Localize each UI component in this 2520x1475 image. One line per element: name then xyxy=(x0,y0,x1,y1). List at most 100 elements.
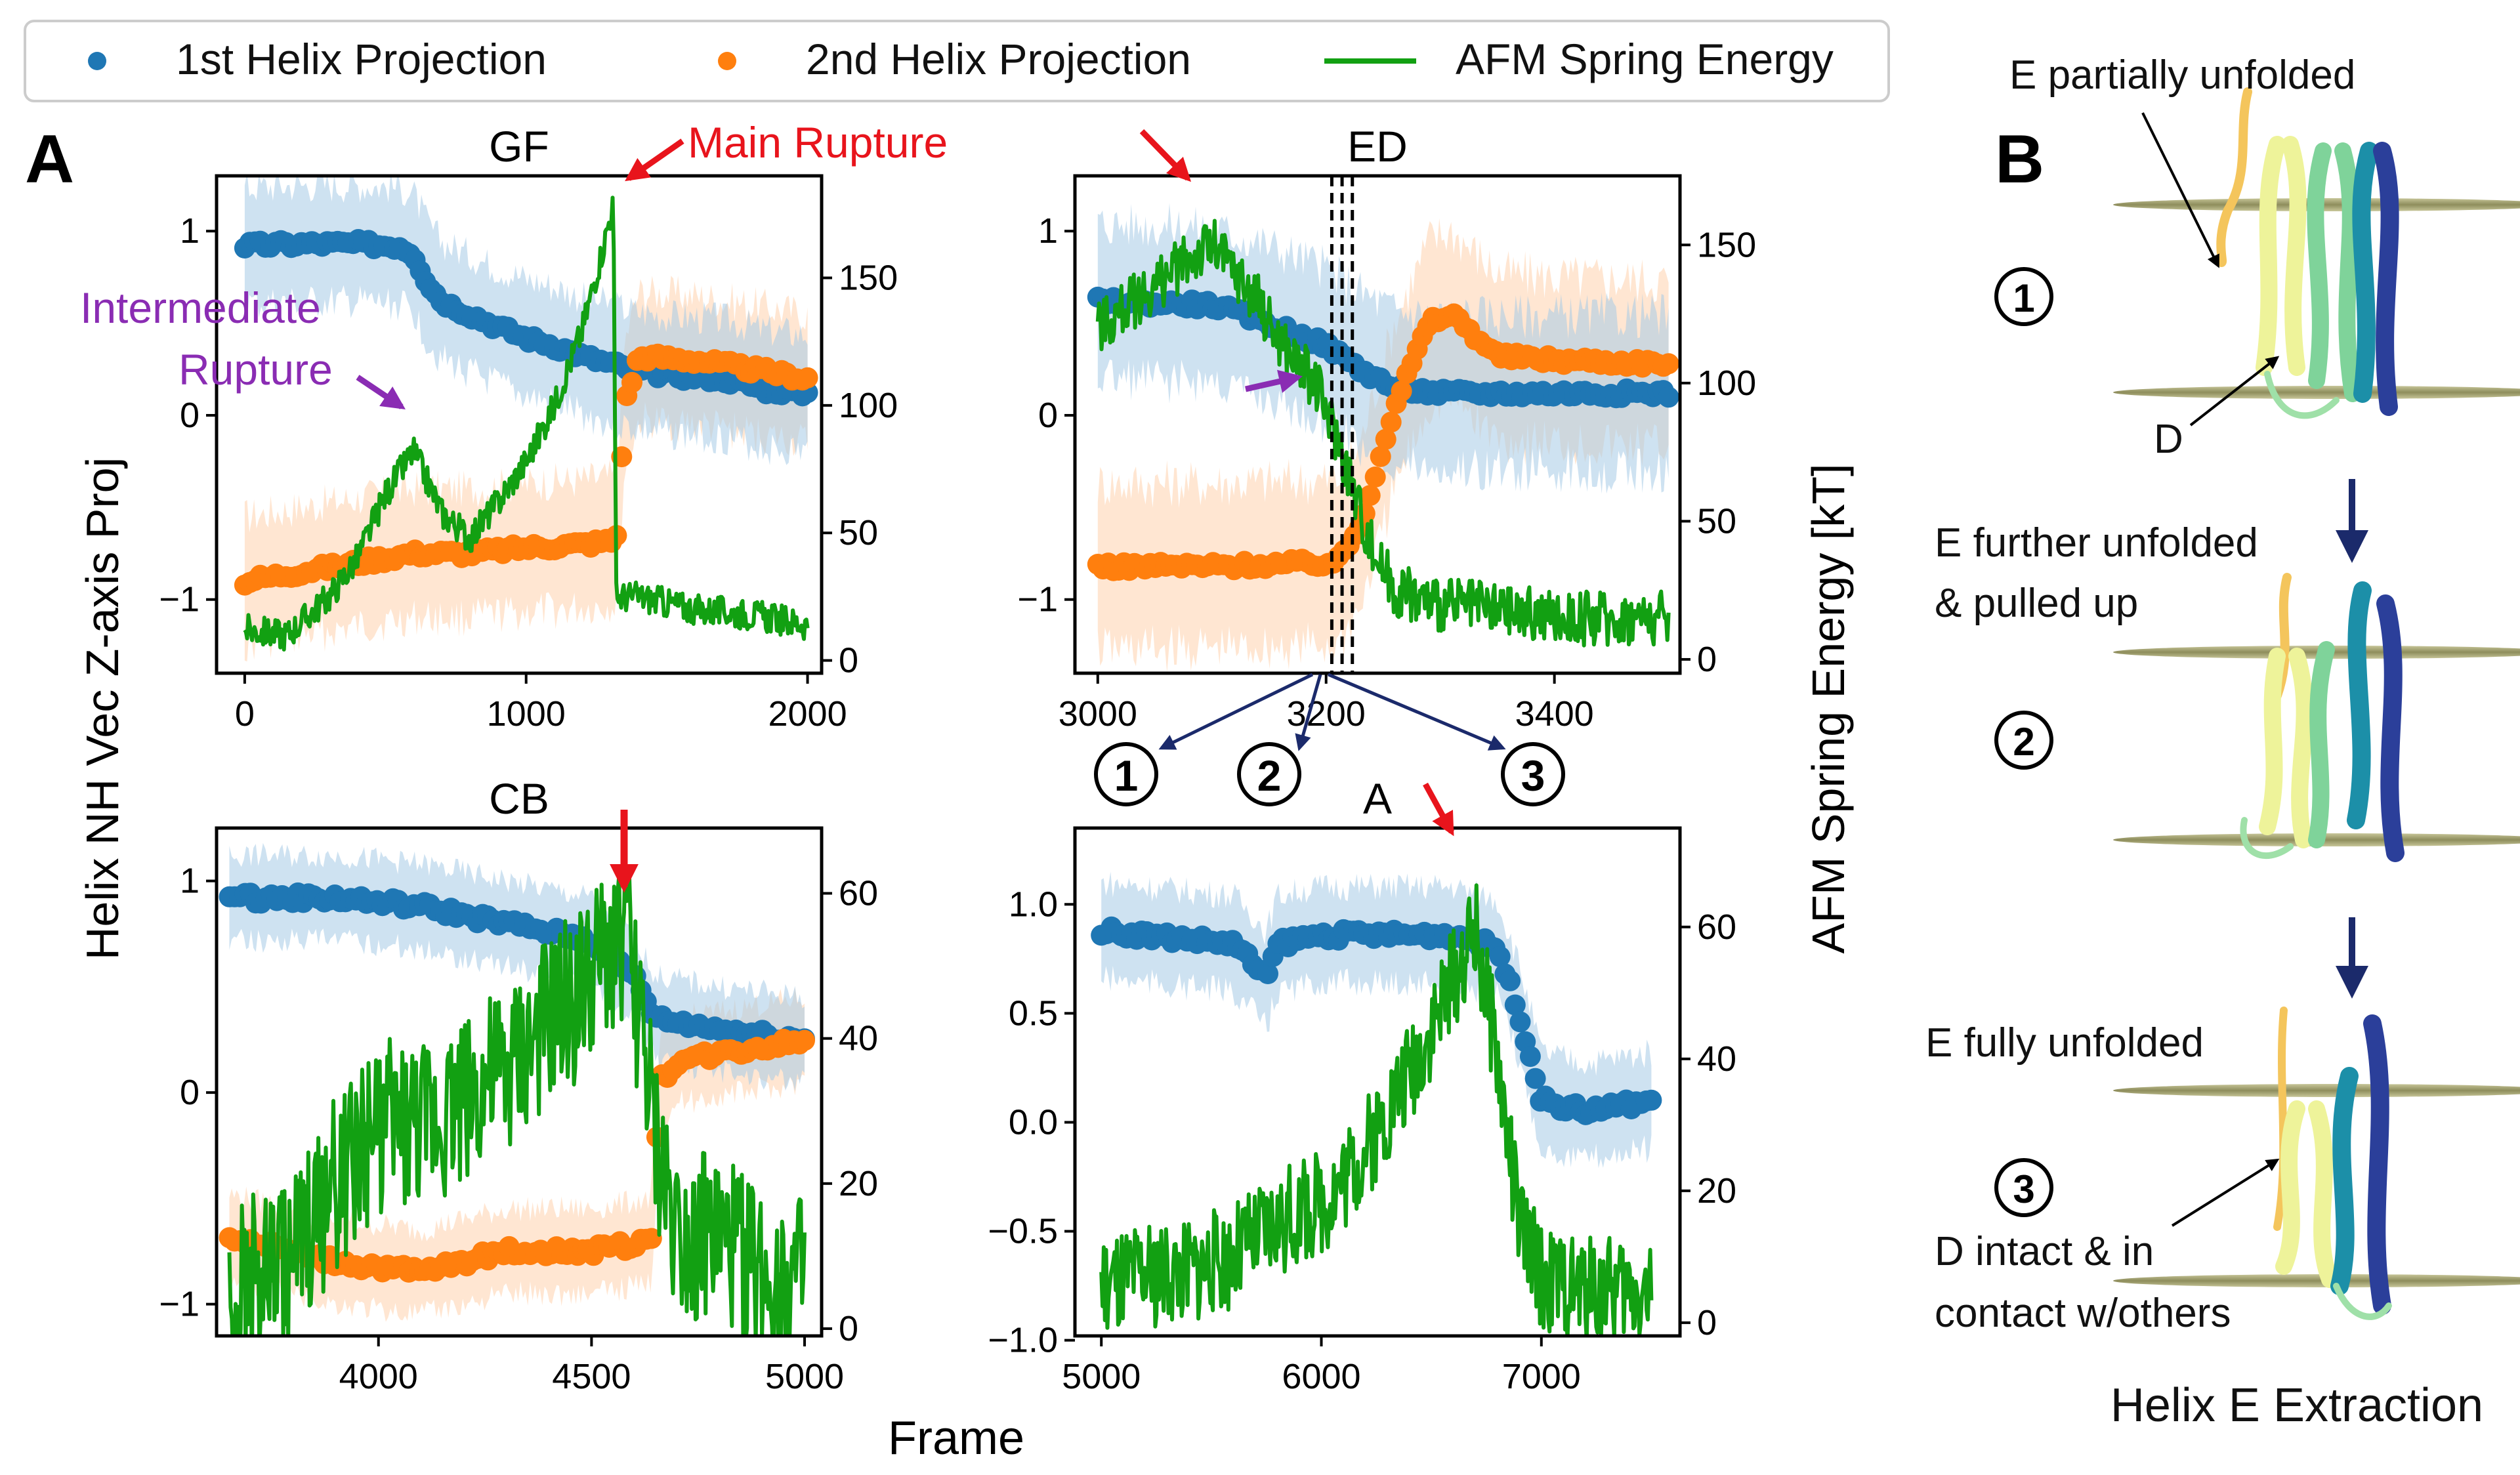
x-tick-label: 5000 xyxy=(765,1357,844,1396)
data-point xyxy=(1504,994,1526,1016)
a-rupture-arrow xyxy=(1423,782,1454,837)
y-tick-left-label: 0 xyxy=(180,1073,200,1112)
plot-area xyxy=(1091,871,1662,1336)
data-point xyxy=(1370,446,1391,467)
series-afm-spring-energy xyxy=(1095,218,1671,648)
data-point xyxy=(640,1228,662,1249)
annotations: Main Rupture Intermediate Rupture xyxy=(80,118,1454,893)
marker-2-circle xyxy=(1237,742,1301,806)
x-tick-label: 4500 xyxy=(552,1357,631,1396)
marker-2-label: 2 xyxy=(1257,751,1282,800)
y-tick-left-label: −1 xyxy=(159,580,200,619)
x-axis-label: Frame xyxy=(888,1412,1024,1465)
label-d-intact-1: D intact & in xyxy=(1935,1229,2154,1274)
legend-frame xyxy=(24,20,1890,102)
protein-structure-1 xyxy=(2216,87,2399,419)
ed-intermediate-arrow xyxy=(1245,369,1303,393)
data-point xyxy=(1391,381,1412,402)
y-tick-right-label: 60 xyxy=(1697,907,1736,947)
series-2nd-helix xyxy=(1087,303,1679,581)
x-tick-label: 1000 xyxy=(487,694,566,734)
panel-letter-b: B xyxy=(1995,121,2044,197)
y-tick-left-label: 1 xyxy=(180,862,200,901)
subplot-a: A 5000 6000 7000 −1.0 −0.5 0.0 0.5 1.0 0 20 40 60 xyxy=(988,774,1736,1396)
marker-1-arrow xyxy=(1158,673,1314,750)
data-point xyxy=(621,371,642,393)
intermediate-rupture-arrow xyxy=(356,375,406,410)
main-rupture-arrow xyxy=(625,138,684,182)
membrane-3-bottom xyxy=(2113,1274,2520,1287)
x-tick-label: 3200 xyxy=(1287,694,1366,734)
data-point xyxy=(1658,353,1679,375)
series-afm-spring-energy xyxy=(227,852,807,1336)
plot-area xyxy=(234,176,818,662)
y-tick-left-label: 1 xyxy=(1038,211,1058,251)
y-tick-right-label: 40 xyxy=(1697,1039,1736,1079)
plot-frame xyxy=(215,826,824,1338)
plot-frame xyxy=(1073,174,1682,675)
data-point xyxy=(1509,1011,1531,1033)
y-tick-right-label: 20 xyxy=(1697,1171,1736,1211)
data-point xyxy=(1364,467,1386,488)
data-point xyxy=(1359,485,1381,507)
legend-series1: 1st Helix Projection xyxy=(176,35,547,83)
y-tick-left-label: 0.0 xyxy=(1009,1102,1058,1142)
y-tick-right-label: 40 xyxy=(839,1019,878,1058)
subplot-gf: GF 0 1000 2000 −1 0 1 0 50 100 150 xyxy=(159,122,898,734)
y-tick-right-label: 0 xyxy=(839,641,858,680)
legend-marker-orange xyxy=(718,52,736,70)
marker-3-label: 3 xyxy=(1521,751,1545,800)
main-rupture-label: Main Rupture xyxy=(688,118,948,167)
marker-3-circle xyxy=(1501,742,1565,806)
legend-series3: AFM Spring Energy xyxy=(1456,35,1834,83)
y-tick-right-label: 50 xyxy=(839,513,878,552)
y-tick-right-label: 0 xyxy=(839,1309,858,1348)
y-tick-right-label: 50 xyxy=(1697,501,1736,541)
y-tick-left-label: −1 xyxy=(159,1285,200,1324)
y-tick-right-label: 150 xyxy=(1697,225,1756,264)
structure-marker-3 xyxy=(1994,1158,2053,1217)
data-point xyxy=(1375,428,1396,450)
intermediate-label-line2: Rupture xyxy=(178,345,333,394)
membrane-1-bottom xyxy=(2113,386,2520,399)
subplot-ed: ED 3000 3200 3400 −1 0 1 0 50 100 150 xyxy=(1017,122,1756,734)
y-tick-right-label: 0 xyxy=(1697,1303,1717,1342)
x-tick-label: 3400 xyxy=(1515,694,1594,734)
pointer-d-3 xyxy=(2171,1158,2280,1227)
y-tick-left-label: 1.0 xyxy=(1009,884,1058,924)
data-point xyxy=(1519,1046,1541,1068)
label-e-further-1: E further unfolded xyxy=(1935,520,2258,566)
panel-b-title: Helix E Extraction xyxy=(2110,1379,2483,1432)
label-e-fully-unfolded: E fully unfolded xyxy=(1925,1020,2204,1066)
membrane-3-top xyxy=(2113,1084,2520,1097)
structure-marker-1-label: 1 xyxy=(2013,276,2034,320)
x-tick-label: 4000 xyxy=(339,1357,418,1396)
y-tick-right-label: 0 xyxy=(1697,640,1717,679)
label-d-1: D xyxy=(2154,417,2183,462)
marker-1-circle xyxy=(1094,742,1158,806)
data-point xyxy=(1380,411,1402,433)
legend: 1st Helix Projection 2nd Helix Projectio… xyxy=(24,20,1890,102)
y-tick-left-label: 0.5 xyxy=(1009,993,1058,1033)
plot-area xyxy=(1087,203,1679,673)
structure-marker-2-label: 2 xyxy=(2013,720,2034,764)
structure-marker-3-label: 3 xyxy=(2013,1167,2034,1211)
y-axis-label-left: Helix NH Vec Z-axis Proj xyxy=(77,457,128,960)
y-tick-left-label: 0 xyxy=(180,396,200,435)
y-tick-right-label: 100 xyxy=(1697,364,1756,403)
series-afm-spring-energy xyxy=(243,196,810,652)
y-tick-left-label: −0.5 xyxy=(988,1212,1058,1251)
data-point xyxy=(1500,970,1521,991)
legend-series2: 2nd Helix Projection xyxy=(806,35,1191,83)
subplot-title: ED xyxy=(1347,122,1408,171)
pointer-d-1 xyxy=(2189,356,2280,426)
label-d-intact-2: contact w/others xyxy=(1935,1291,2231,1336)
y-tick-left-label: −1.0 xyxy=(988,1321,1058,1360)
blue-band xyxy=(244,176,808,466)
y-tick-right-label: 100 xyxy=(839,386,898,425)
y-tick-right-label: 150 xyxy=(839,258,898,297)
data-point xyxy=(1641,1089,1662,1111)
data-point xyxy=(797,367,818,388)
y-tick-right-label: 20 xyxy=(839,1164,878,1203)
